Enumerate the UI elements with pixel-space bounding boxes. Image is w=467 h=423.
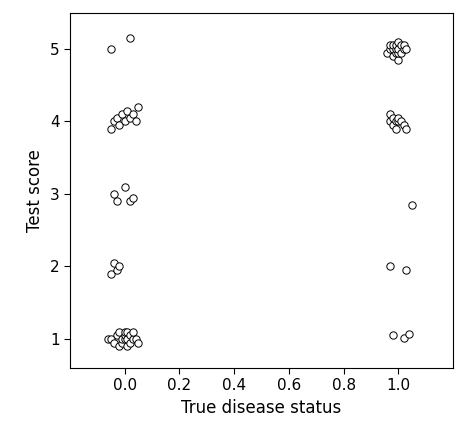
Point <box>115 122 123 129</box>
Point <box>134 104 142 110</box>
Point <box>397 49 405 56</box>
Point <box>110 191 118 198</box>
Point <box>129 194 137 201</box>
Point <box>395 56 402 63</box>
Point <box>110 339 118 346</box>
Point <box>405 330 413 337</box>
Point <box>121 332 128 339</box>
Point <box>395 49 402 56</box>
Point <box>134 339 142 346</box>
Point <box>115 343 123 350</box>
Point <box>110 259 118 266</box>
Point <box>403 125 410 132</box>
Point <box>129 328 137 335</box>
Point <box>121 183 128 190</box>
Point <box>389 42 396 49</box>
Point <box>400 334 408 341</box>
Point <box>395 115 402 121</box>
Y-axis label: Test score: Test score <box>26 149 44 232</box>
Point <box>121 335 128 342</box>
Point <box>389 115 396 121</box>
Point <box>127 115 134 121</box>
Point <box>392 49 399 56</box>
Point <box>383 49 391 56</box>
Point <box>389 53 396 60</box>
Point <box>132 335 140 342</box>
Point <box>392 46 399 52</box>
Point <box>110 118 118 125</box>
Point <box>115 328 123 335</box>
X-axis label: True disease status: True disease status <box>181 399 342 417</box>
Point <box>124 107 131 114</box>
Point <box>107 125 115 132</box>
Point <box>392 118 399 125</box>
Point <box>386 42 394 49</box>
Point <box>389 122 396 129</box>
Point <box>113 267 120 274</box>
Point <box>107 335 115 342</box>
Point <box>124 343 131 350</box>
Point <box>118 339 126 346</box>
Point <box>403 46 410 52</box>
Point <box>395 46 402 52</box>
Point <box>389 46 396 52</box>
Point <box>386 263 394 270</box>
Point <box>397 118 405 125</box>
Point <box>127 339 134 346</box>
Point <box>397 42 405 49</box>
Point <box>400 42 408 49</box>
Point <box>400 46 408 52</box>
Point <box>395 38 402 45</box>
Point <box>392 125 399 132</box>
Point <box>118 335 126 342</box>
Point <box>386 111 394 118</box>
Point <box>127 198 134 205</box>
Point <box>127 332 134 339</box>
Point <box>121 328 128 335</box>
Point <box>118 111 126 118</box>
Point <box>132 118 140 125</box>
Point <box>386 118 394 125</box>
Point <box>129 335 137 342</box>
Point <box>127 35 134 41</box>
Point <box>129 111 137 118</box>
Point <box>105 335 112 342</box>
Point <box>124 335 131 342</box>
Point <box>124 328 131 335</box>
Point <box>115 263 123 270</box>
Point <box>395 118 402 125</box>
Point <box>107 46 115 52</box>
Point <box>113 198 120 205</box>
Point <box>400 122 408 129</box>
Point <box>113 332 120 339</box>
Point <box>403 267 410 274</box>
Point <box>386 46 394 52</box>
Point <box>113 115 120 121</box>
Point <box>107 270 115 277</box>
Point <box>389 332 396 339</box>
Point <box>392 42 399 49</box>
Point <box>121 118 128 125</box>
Point <box>408 201 416 208</box>
